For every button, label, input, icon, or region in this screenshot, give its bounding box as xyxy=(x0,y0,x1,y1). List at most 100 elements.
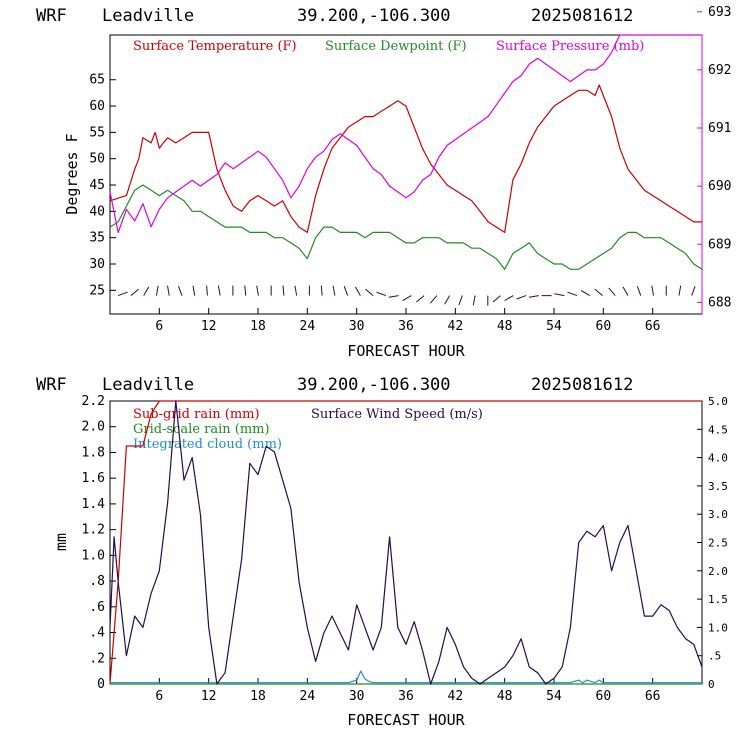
x-tick-label: 6 xyxy=(155,689,163,704)
y-tick-label: 65 xyxy=(89,73,105,88)
wind-barb xyxy=(193,286,195,296)
y-tick-label: .6 xyxy=(89,600,105,615)
wind-barb xyxy=(652,286,654,296)
legend-subgrid-rain: Sub-grid rain (mm) xyxy=(133,407,260,422)
y-tick-label: 1.4 xyxy=(82,497,106,512)
wind-barb xyxy=(568,292,577,295)
x-tick-label: 42 xyxy=(448,319,464,334)
y-tick-label: .4 xyxy=(89,626,105,641)
y-tick-label: 1.0 xyxy=(82,548,105,563)
y2-tick-label: 689 xyxy=(708,237,731,252)
wind-barb xyxy=(473,296,475,306)
x-tick-label: 36 xyxy=(398,689,414,704)
y-tick-label: 30 xyxy=(89,257,105,272)
x-tick-label: 12 xyxy=(201,689,217,704)
panel1-plot-frame xyxy=(110,35,702,314)
panel2-xlabel: FORECAST HOUR xyxy=(347,711,465,729)
x-tick-label: 12 xyxy=(201,319,217,334)
y-tick-label: 2.2 xyxy=(82,394,105,409)
panel1-station-label: Leadville xyxy=(102,6,194,26)
x-tick-label: 66 xyxy=(645,319,661,334)
wind-barb xyxy=(430,296,436,304)
panel1-x-ticks: 6 12 18 24 30 36 42 48 54 60 66 xyxy=(155,308,660,334)
x-tick-label: 42 xyxy=(448,689,464,704)
x-tick-label: 24 xyxy=(300,319,316,334)
y2-tick-label: 3.0 xyxy=(708,508,728,521)
y2-tick-label: 4.5 xyxy=(708,423,728,436)
wind-barb xyxy=(207,286,208,296)
y-tick-label: 35 xyxy=(89,231,105,246)
wind-barb xyxy=(355,287,360,296)
panel2-station-label: Leadville xyxy=(102,375,194,395)
wind-barb xyxy=(459,296,462,305)
wind-barb xyxy=(403,296,412,301)
panel1-series xyxy=(110,35,702,269)
wind-barb xyxy=(377,292,386,295)
wind-barb xyxy=(156,286,158,296)
y-tick-label: .8 xyxy=(89,574,105,589)
wind-barb xyxy=(445,296,450,305)
y2-tick-label: 691 xyxy=(708,121,731,136)
x-tick-label: 18 xyxy=(250,319,266,334)
wind-barb xyxy=(321,286,322,296)
wind-barb xyxy=(283,286,284,296)
x-tick-label: 6 xyxy=(155,319,163,334)
wind-barb xyxy=(245,286,246,296)
wind-barb xyxy=(366,289,374,295)
y2-tick-label: 693 xyxy=(708,5,731,20)
y-tick-label: 60 xyxy=(89,99,105,114)
wind-barbs xyxy=(118,286,695,306)
wind-barb xyxy=(679,286,681,296)
x-tick-label: 66 xyxy=(645,689,661,704)
legend-dewpoint: Surface Dewpoint (F) xyxy=(325,39,467,54)
panel2-y-ticks: 0.2.4.6.81.01.21.41.61.82.02.2 xyxy=(82,394,116,692)
panel2-ylabel: mm xyxy=(52,533,70,551)
y-tick-label: 2.0 xyxy=(82,420,105,435)
x-tick-label: 48 xyxy=(497,319,513,334)
x-tick-label: 18 xyxy=(250,689,266,704)
legend-integrated-cloud: Integrated cloud (mm) xyxy=(133,437,282,452)
y2-tick-label: 2.5 xyxy=(708,537,728,550)
panel1-init-label: 2025081612 xyxy=(531,6,633,26)
wind-barb xyxy=(118,292,127,295)
x-tick-label: 24 xyxy=(300,689,316,704)
panel1-xlabel: FORECAST HOUR xyxy=(347,342,465,360)
panel1-ylabel: Degrees F xyxy=(63,133,81,214)
panel1-coords-label: 39.200,-106.300 xyxy=(297,6,451,26)
y-tick-label: 40 xyxy=(89,204,105,219)
legend-pressure: Surface Pressure (mb) xyxy=(496,39,644,54)
y-tick-label: 0 xyxy=(97,677,105,692)
y-tick-label: 25 xyxy=(89,283,105,298)
wind-barb xyxy=(493,296,501,302)
wind-barb xyxy=(179,286,182,295)
y-tick-label: 45 xyxy=(89,178,105,193)
y2-tick-label: 3.5 xyxy=(708,480,728,493)
y2-tick-label: 4.0 xyxy=(708,452,728,465)
y-tick-label: 1.2 xyxy=(82,523,105,538)
x-tick-label: 48 xyxy=(497,689,513,704)
y-tick-label: 50 xyxy=(89,152,105,167)
panel1-model-label: WRF xyxy=(36,6,67,26)
y2-tick-label: 1.5 xyxy=(708,593,728,606)
x-tick-label: 54 xyxy=(546,319,562,334)
x-tick-label: 30 xyxy=(349,689,365,704)
x-tick-label: 60 xyxy=(596,319,612,334)
wind-barb xyxy=(505,296,514,301)
wind-barb xyxy=(581,291,590,296)
wind-barb xyxy=(389,296,399,298)
x-tick-label: 36 xyxy=(398,319,414,334)
panel2-init-label: 2025081612 xyxy=(531,375,633,395)
wind-barb xyxy=(257,286,259,296)
wind-barb xyxy=(623,287,628,296)
x-tick-label: 30 xyxy=(349,319,365,334)
y2-tick-label: 5.0 xyxy=(708,395,728,408)
y2-tick-label: 692 xyxy=(708,63,731,78)
wind-barb xyxy=(609,288,615,296)
y-tick-label: 1.8 xyxy=(82,445,105,460)
wind-barb xyxy=(529,296,539,298)
wind-barb xyxy=(595,289,603,295)
y2-tick-label: 688 xyxy=(708,295,731,310)
